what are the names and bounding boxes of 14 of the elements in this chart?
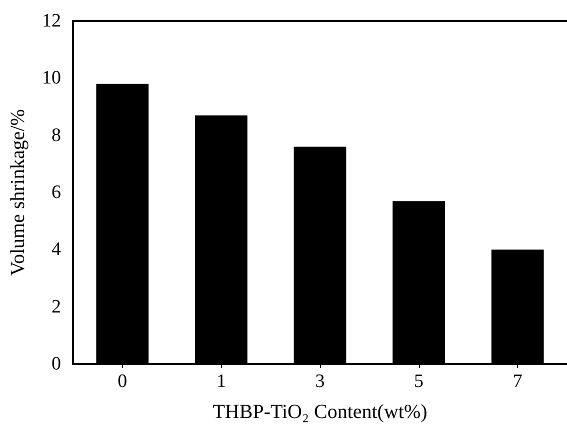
y-tick-label: 6 xyxy=(52,182,61,203)
x-tick-label: 7 xyxy=(512,371,522,392)
y-tick-label: 0 xyxy=(52,354,61,374)
y-tick-label: 2 xyxy=(52,296,61,318)
y-axis-title: Volume shrinkage/% xyxy=(7,109,29,276)
y-tick-label: 12 xyxy=(42,10,61,32)
x-tick-label: 0 xyxy=(118,371,128,392)
x-tick-label: 3 xyxy=(315,371,325,392)
y-tick-label: 10 xyxy=(42,68,61,89)
x-axis-title: THBP-TiO₂ Content(wt%) xyxy=(212,401,428,423)
y-tick-label: 8 xyxy=(52,124,61,146)
y-tick-label: 4 xyxy=(52,239,62,260)
x-tick-label: 1 xyxy=(216,371,226,392)
x-tick-label: 5 xyxy=(414,371,424,392)
